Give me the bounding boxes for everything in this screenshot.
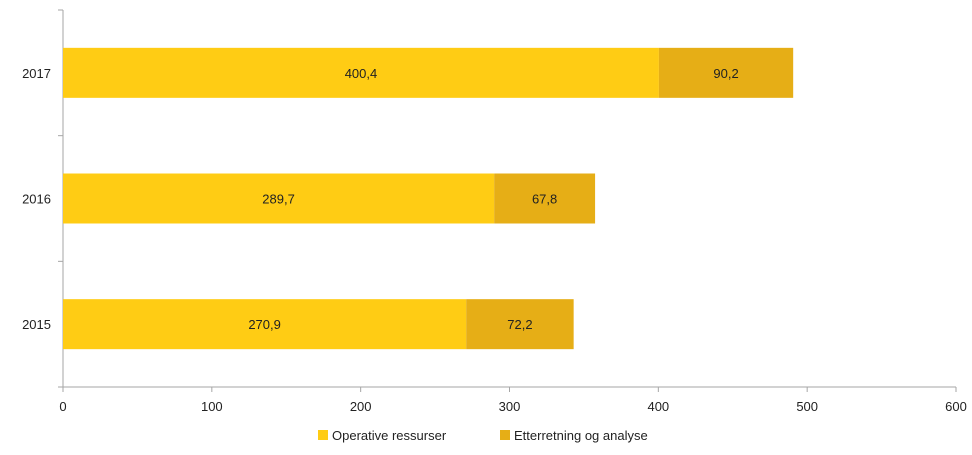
bar-segment-etterretning-2015: [466, 299, 574, 350]
y-tick-label: 2016: [22, 192, 51, 207]
bar-segment-etterretning-2016: [494, 173, 596, 224]
x-tick-label: 500: [796, 399, 818, 414]
legend-swatch-operative: [318, 430, 328, 440]
data-label: 270,9: [248, 317, 281, 332]
bar-segment-operative-2016: [63, 173, 495, 224]
x-tick-label: 100: [201, 399, 223, 414]
y-tick-label: 2017: [22, 66, 51, 81]
x-tick-label: 0: [59, 399, 66, 414]
x-tick-label: 300: [499, 399, 521, 414]
x-tick-label: 200: [350, 399, 372, 414]
axes: 0 100 200 300 400 500 600 2015 2016 2017: [22, 9, 967, 414]
bar-segment-etterretning-2017: [658, 47, 794, 98]
data-label: 400,4: [345, 66, 378, 81]
data-labels: 270,9 72,2 289,7 67,8 400,4 90,2: [248, 66, 738, 332]
data-label: 72,2: [507, 317, 532, 332]
data-label: 67,8: [532, 192, 557, 207]
legend: Operative ressurser Etterretning og analy…: [318, 428, 648, 443]
x-tick-label: 400: [647, 399, 669, 414]
data-label: 90,2: [713, 66, 738, 81]
data-label: 289,7: [262, 192, 295, 207]
bar-segment-operative-2015: [63, 299, 467, 350]
bars: [63, 47, 794, 350]
legend-swatch-etterretning: [500, 430, 510, 440]
legend-label-operative: Operative ressurser: [332, 428, 447, 443]
bar-segment-operative-2017: [63, 47, 659, 98]
x-tick-label: 600: [945, 399, 967, 414]
legend-label-etterretning: Etterretning og analyse: [514, 428, 648, 443]
y-tick-label: 2015: [22, 317, 51, 332]
